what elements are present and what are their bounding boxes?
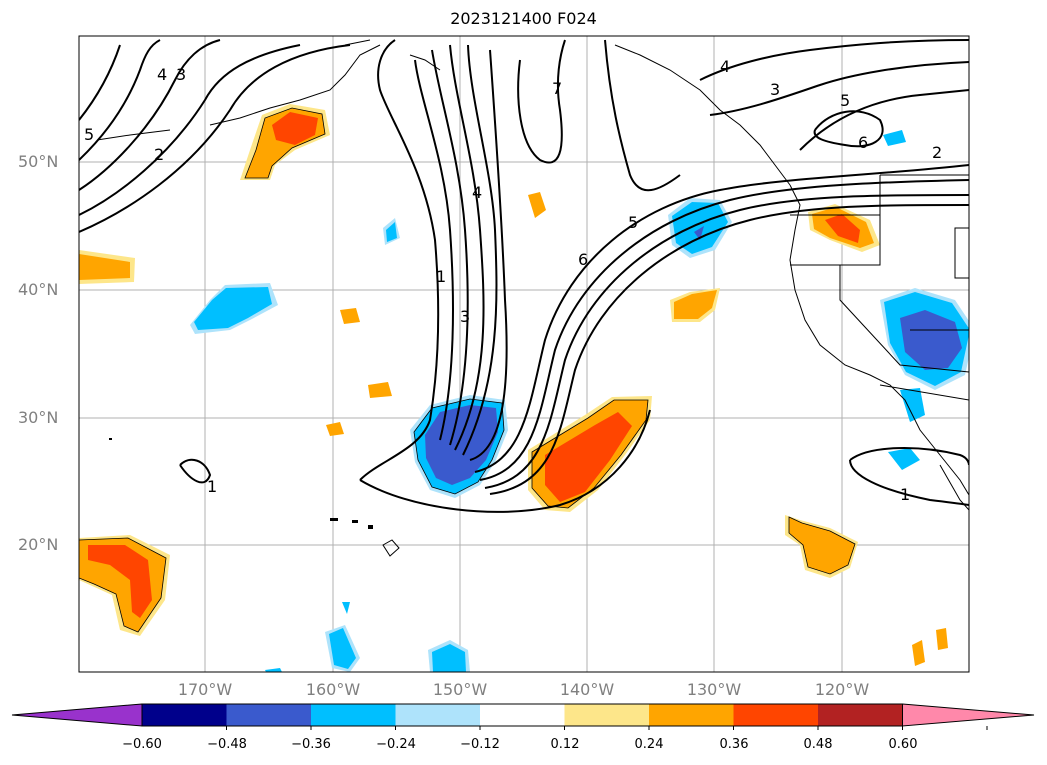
gridlines (79, 36, 969, 672)
contour-label: 5 (840, 91, 850, 110)
contour-label: 6 (578, 250, 588, 269)
colorbar-segment (311, 704, 396, 726)
lat-label-50n: 50°N (18, 152, 59, 171)
lat-label-20n: 20°N (18, 535, 59, 554)
islands (109, 438, 400, 557)
anomaly-outlines (79, 107, 856, 633)
map-title: 2023121400 F024 (450, 9, 597, 28)
contour-label: 1 (900, 485, 910, 504)
anomaly-fill (79, 104, 969, 672)
colorbar-extend-low (11, 703, 143, 727)
colorbar-tick: 0.60 (888, 737, 918, 752)
colorbar-tick: 0.12 (550, 737, 580, 752)
contour-label: 3 (176, 65, 186, 84)
colorbar-tick: 0.48 (803, 737, 833, 752)
colorbar-tick: −0.12 (460, 737, 500, 752)
contour-label: 3 (460, 307, 470, 326)
contour-label: 1 (436, 267, 446, 286)
lat-label-40n: 40°N (18, 280, 59, 299)
colorbar-segment (818, 704, 903, 726)
contour-label: 4 (472, 183, 482, 202)
contour-label: 3 (770, 80, 780, 99)
contour-label: 5 (628, 213, 638, 232)
colorbar-frame (141, 703, 903, 727)
colorbar-tick: −0.36 (291, 737, 331, 752)
contour-label: 6 (858, 133, 868, 152)
contour-label: 5 (84, 125, 94, 144)
colorbar-segment (395, 704, 481, 726)
colorbar-tick: −0.60 (122, 737, 162, 752)
map-frame (78, 35, 970, 673)
colorbar-tick: −0.48 (207, 737, 247, 752)
colorbar-tick: 0.24 (634, 737, 664, 752)
coastlines (96, 39, 969, 511)
lon-label-150w: 150°W (432, 680, 488, 699)
lat-label-30n: 30°N (18, 408, 59, 427)
lon-label-130w: 130°W (686, 680, 742, 699)
lon-label-160w: 160°W (305, 680, 361, 699)
contour-label: 4 (720, 57, 730, 76)
colorbar-segment (226, 704, 312, 726)
contour-label: 1 (207, 477, 217, 496)
lon-label-140w: 140°W (559, 680, 615, 699)
colorbar-segment (480, 704, 565, 726)
colorbar-segment (142, 704, 227, 726)
colorbar-extend-high (902, 703, 1035, 727)
colorbar-segment (649, 704, 734, 726)
lon-label-120w: 120°W (814, 680, 870, 699)
lon-label-170w: 170°W (177, 680, 233, 699)
colorbar-tick: −0.24 (376, 737, 416, 752)
colorbar (11, 703, 1035, 730)
colorbar-segment (733, 704, 819, 726)
contour-label: 7 (552, 79, 562, 98)
colorbar-tick: 0.36 (719, 737, 749, 752)
contour-label: 2 (932, 143, 942, 162)
colorbar-segment (564, 704, 650, 726)
contour-labels: 1 1 1 2 2 3 3 3 4 4 4 5 5 5 6 6 7 (84, 57, 942, 504)
contour-lines (79, 39, 969, 513)
contour-label: 2 (154, 145, 164, 164)
contour-label: 4 (157, 65, 167, 84)
